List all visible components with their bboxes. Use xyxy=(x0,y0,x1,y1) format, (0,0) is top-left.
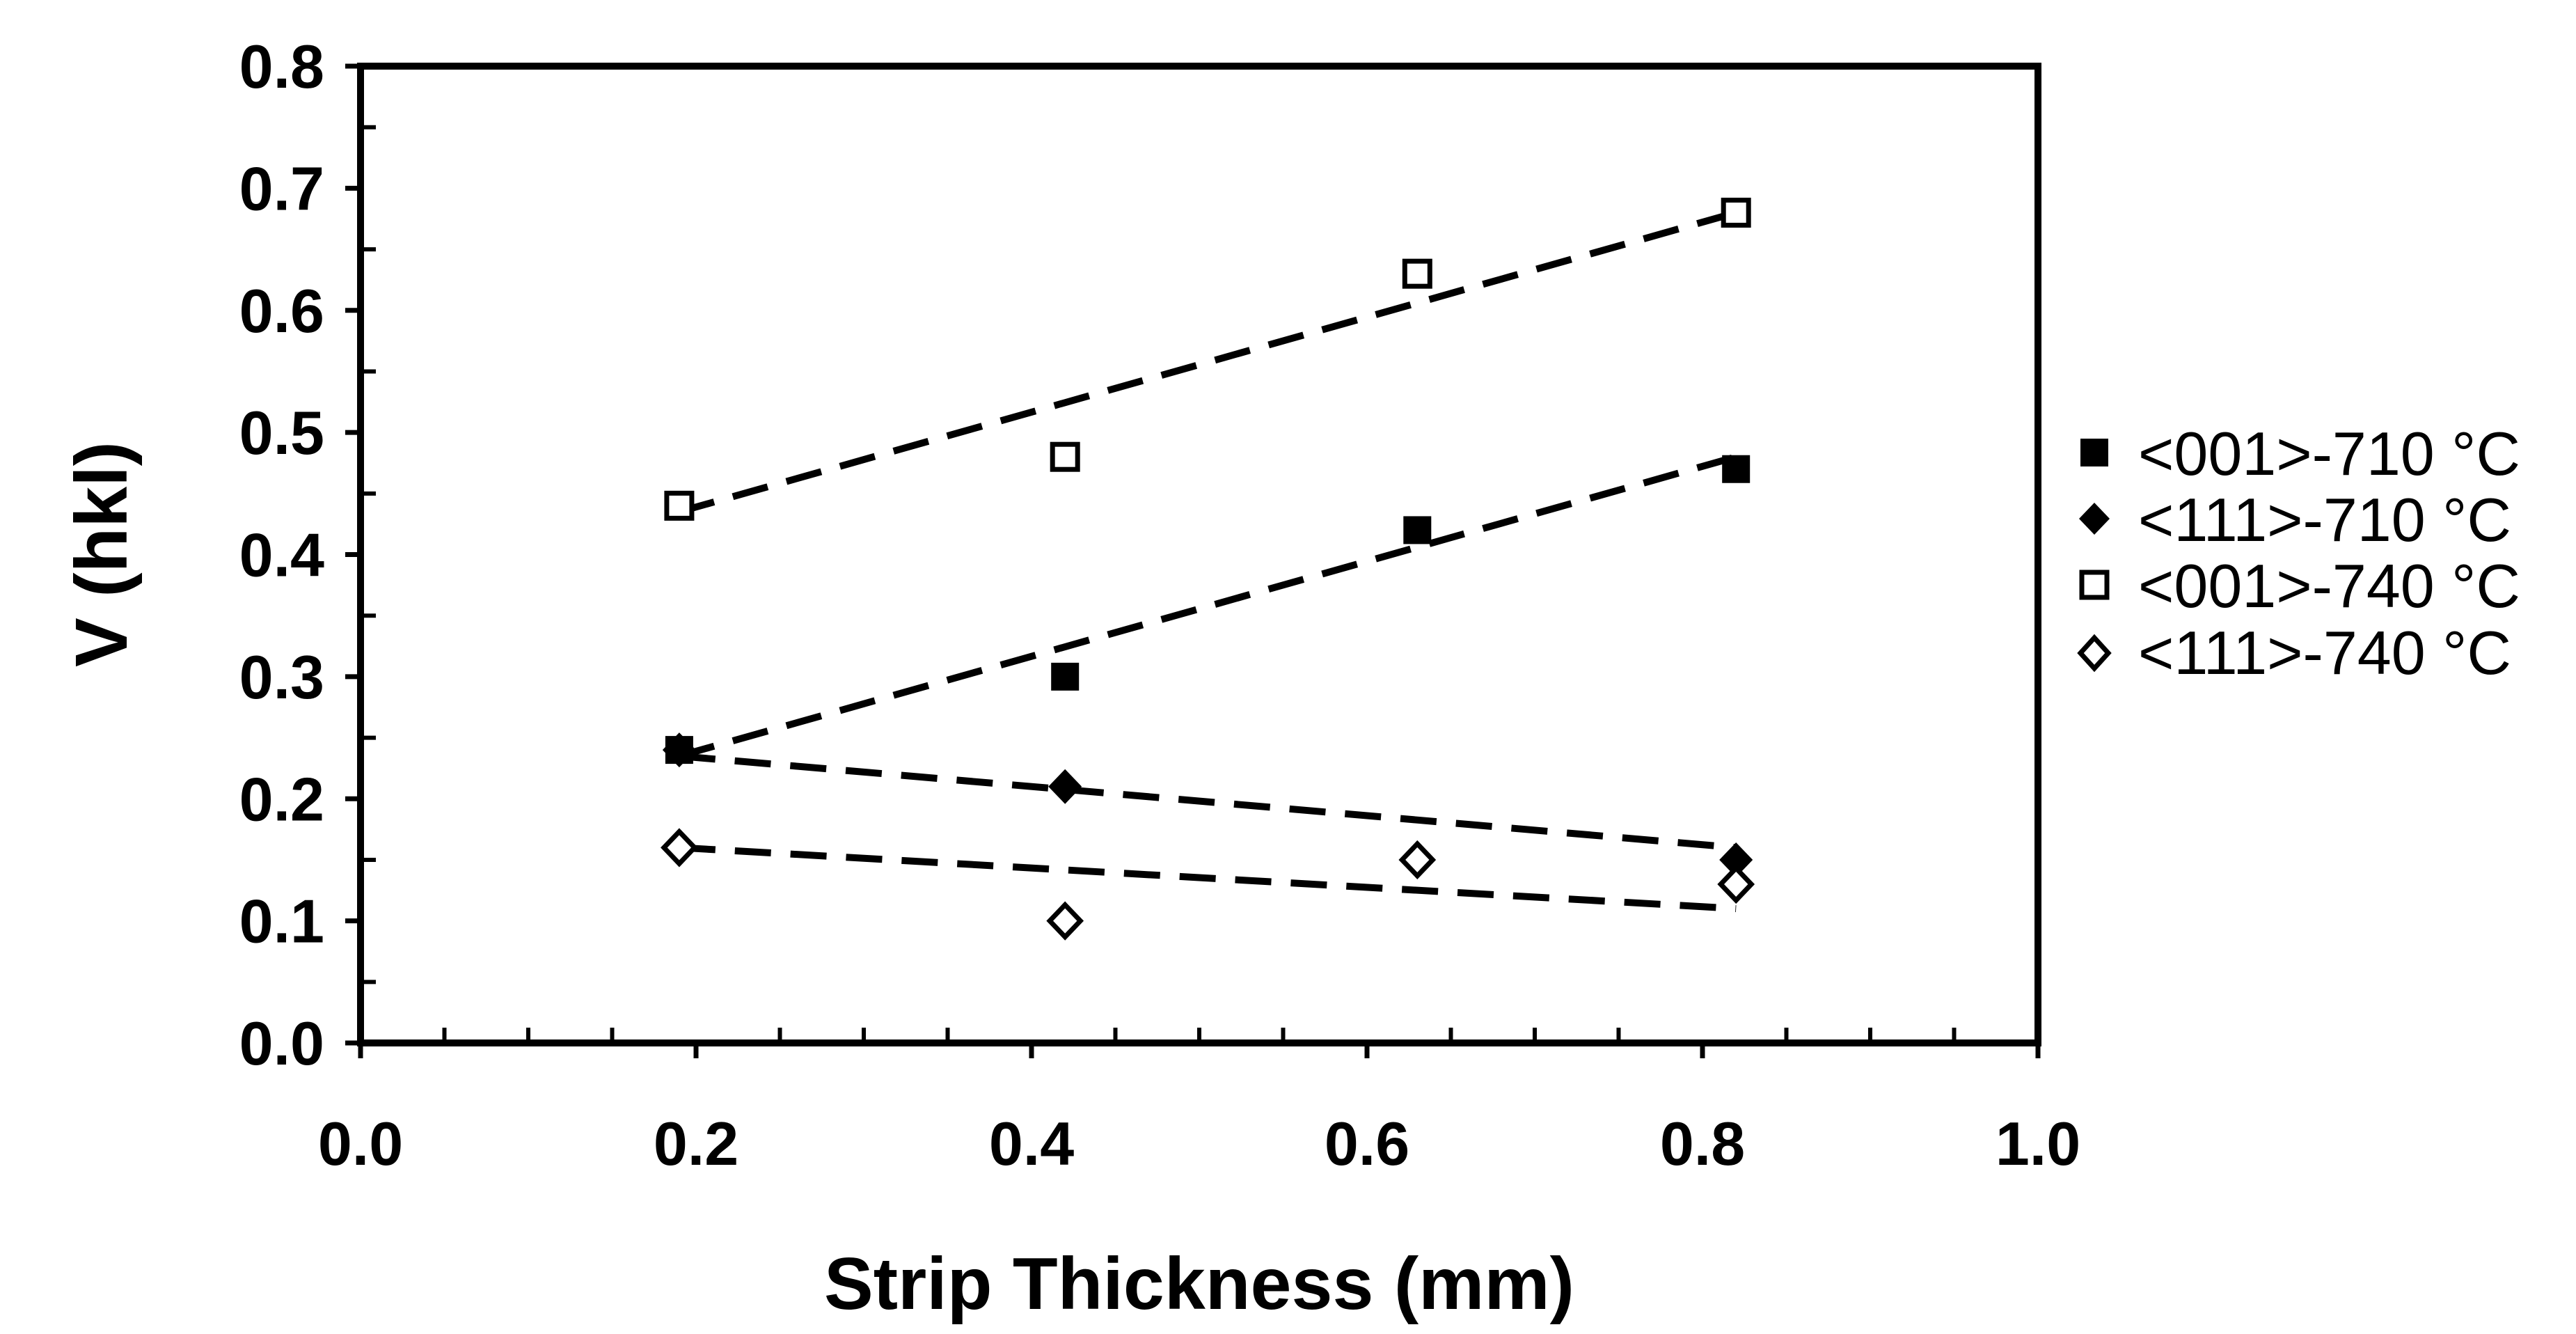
data-point-series-2 xyxy=(664,490,695,521)
y-tick-label: 0.8 xyxy=(239,32,324,101)
data-markers xyxy=(661,197,1755,941)
data-point-series-3 xyxy=(1717,864,1755,904)
legend: <001>-710 °C <111>-710 °C <001>-740 °C <… xyxy=(2077,419,2520,687)
trendline-series-2 xyxy=(678,209,1737,515)
x-tick-label: 0.0 xyxy=(318,1109,403,1178)
legend-label: <111>-710 °C xyxy=(2138,485,2511,554)
legend-label: <111>-740 °C xyxy=(2138,618,2511,687)
y-tick-label: 0.7 xyxy=(239,154,324,223)
x-axis-title: Strip Thickness (mm) xyxy=(824,1243,1574,1325)
legend-item-111-740: <111>-740 °C xyxy=(2077,618,2511,687)
y-tick-label: 0.0 xyxy=(239,1009,324,1078)
x-tick-label: 0.4 xyxy=(989,1109,1074,1178)
data-point-series-0 xyxy=(1051,662,1080,691)
legend-item-001-710: <001>-710 °C xyxy=(2080,419,2520,488)
legend-item-111-710: <111>-710 °C xyxy=(2079,485,2511,554)
data-point-series-3 xyxy=(1046,901,1084,941)
plot-area-frame xyxy=(357,63,2041,1046)
legend-marker-diamond-filled xyxy=(2079,503,2110,535)
x-tick-label: 1.0 xyxy=(1996,1109,2080,1178)
trendline-series-1 xyxy=(679,752,1737,852)
legend-marker-diamond-open xyxy=(2077,634,2112,673)
data-point-series-3 xyxy=(661,828,698,868)
trendline-series-3 xyxy=(679,844,1737,913)
legend-marker-square-open xyxy=(2079,570,2110,600)
y-tick-label: 0.4 xyxy=(239,521,324,590)
data-point-series-2 xyxy=(1050,441,1080,472)
data-point-series-0 xyxy=(1403,516,1432,544)
x-tick-label: 0.2 xyxy=(654,1109,738,1178)
data-point-series-1 xyxy=(1719,842,1753,877)
trendline-series-0 xyxy=(678,453,1737,760)
x-tick-label: 0.6 xyxy=(1325,1109,1409,1178)
y-tick-label: 0.5 xyxy=(239,398,324,467)
data-point-series-1 xyxy=(1048,769,1082,804)
y-tick-label: 0.2 xyxy=(239,764,324,833)
data-point-series-0 xyxy=(1722,455,1751,483)
trendlines xyxy=(678,209,1737,913)
legend-label: <001>-740 °C xyxy=(2138,551,2520,620)
data-point-series-3 xyxy=(1398,840,1437,880)
data-point-series-2 xyxy=(1402,258,1432,289)
data-point-series-2 xyxy=(1721,197,1751,228)
y-tick-label: 0.1 xyxy=(239,887,324,956)
y-axis-title: V (hkl) xyxy=(61,441,143,667)
legend-marker-square-filled xyxy=(2080,439,2108,466)
y-axis: 0.0 0.1 0.2 0.3 0.4 0.5 0.6 0.7 0.8 xyxy=(239,32,376,1078)
x-axis: 0.0 0.2 0.4 0.6 0.8 1.0 xyxy=(318,1028,2080,1178)
x-tick-label: 0.8 xyxy=(1660,1109,1745,1178)
legend-label: <001>-710 °C xyxy=(2138,419,2520,488)
y-tick-label: 0.3 xyxy=(239,643,324,712)
y-tick-label: 0.6 xyxy=(239,276,324,345)
data-point-series-1 xyxy=(662,732,696,768)
legend-item-001-740: <001>-740 °C xyxy=(2079,551,2520,620)
